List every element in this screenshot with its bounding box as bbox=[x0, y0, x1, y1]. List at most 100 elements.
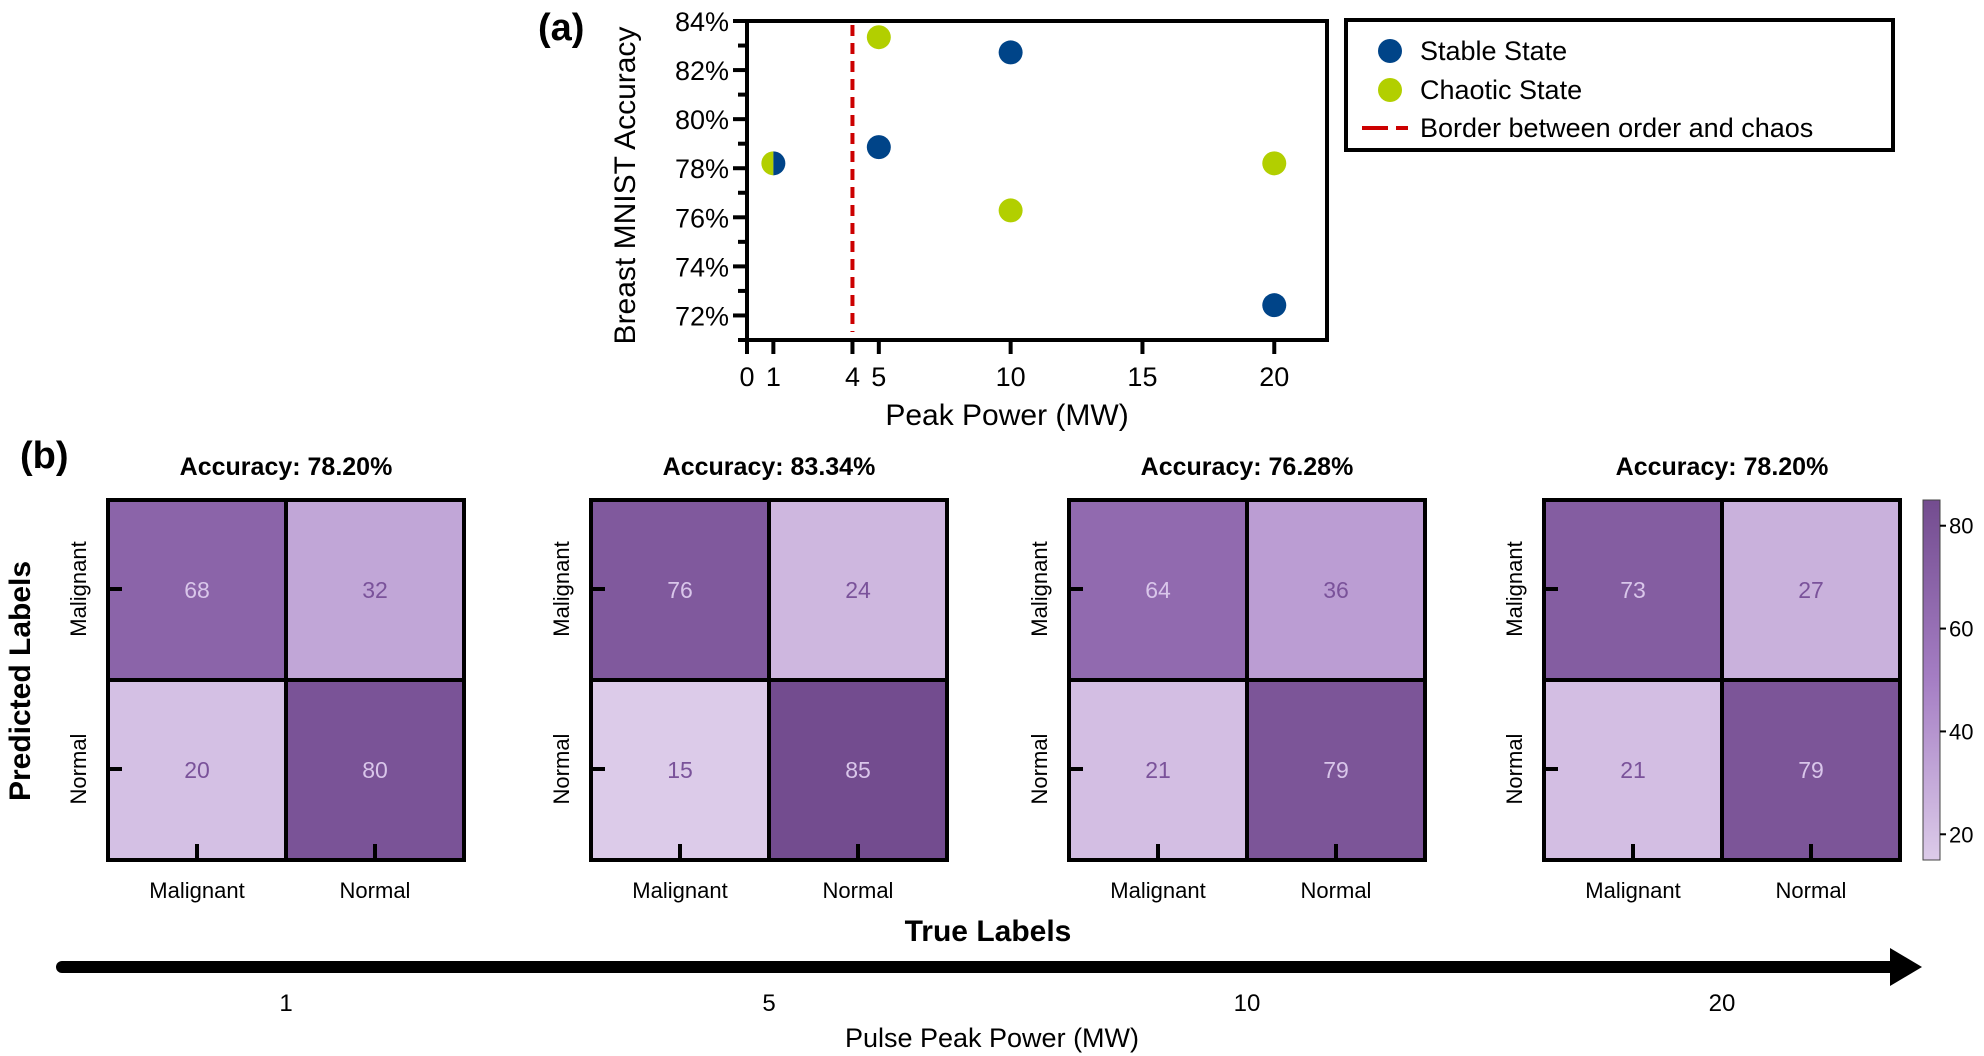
chaotic-state-point bbox=[1262, 151, 1287, 176]
matrix-title: Accuracy: 78.20% bbox=[180, 453, 393, 481]
true-labels-title: True Labels bbox=[905, 915, 1072, 948]
power-axis-ticks: 1 5 10 20 bbox=[279, 990, 1735, 1017]
plot-frame bbox=[745, 19, 1329, 342]
predicted-labels-title: Predicted Labels bbox=[4, 561, 37, 801]
col-tick-label: Malignant bbox=[149, 878, 244, 903]
x-tick-label: 0 bbox=[739, 362, 754, 392]
matrix-cell bbox=[284, 498, 466, 682]
matrix-cell-value: 32 bbox=[362, 577, 388, 603]
matrix-cell-value: 27 bbox=[1798, 577, 1824, 603]
matrix-title: Accuracy: 78.20% bbox=[1616, 453, 1829, 481]
matrix-cell-value: 36 bbox=[1323, 577, 1349, 603]
confusion-matrix: Accuracy: 78.20% 68 32 20 80 Malignant Normal M… bbox=[66, 453, 466, 903]
chaotic-state-point bbox=[998, 198, 1023, 223]
x-tick-label: 10 bbox=[996, 362, 1026, 392]
matrix-cell bbox=[1720, 498, 1902, 682]
col-tick-label: Normal bbox=[340, 878, 411, 903]
col-tick-label: Malignant bbox=[1110, 878, 1205, 903]
panel-a-label: (a) bbox=[538, 7, 584, 49]
stable-state-point bbox=[866, 135, 891, 160]
matrix-cell bbox=[767, 498, 949, 682]
panel-b-label: (b) bbox=[20, 435, 69, 477]
colorbar-tick-label: 40 bbox=[1949, 719, 1973, 744]
y-tick-label: 82% bbox=[675, 56, 729, 86]
matrix-title: Accuracy: 83.34% bbox=[663, 453, 876, 481]
power-tick-label: 5 bbox=[762, 990, 775, 1017]
power-tick-label: 10 bbox=[1234, 990, 1261, 1017]
x-axis-ticks: 0 1 4 5 10 15 20 bbox=[739, 340, 1289, 392]
matrix-cell bbox=[1067, 678, 1249, 862]
panel-a-scatter: (a) Breast MNIST Accuracy Peak Power (MW… bbox=[538, 7, 1895, 432]
matrix-cell bbox=[284, 678, 466, 862]
x-axis-title: Peak Power (MW) bbox=[885, 399, 1128, 432]
colorbar bbox=[1922, 499, 1941, 861]
matrix-cell bbox=[1245, 498, 1427, 682]
row-tick-label: Malignant bbox=[66, 541, 91, 636]
colorbar-tick-label: 80 bbox=[1949, 514, 1973, 539]
y-axis-title: Breast MNIST Accuracy bbox=[609, 27, 642, 345]
matrix-cell-value: 79 bbox=[1798, 757, 1824, 783]
row-tick-label: Normal bbox=[66, 734, 91, 805]
x-tick-label: 1 bbox=[766, 362, 781, 392]
row-tick-label: Normal bbox=[1502, 734, 1527, 805]
row-tick-label: Malignant bbox=[549, 541, 574, 636]
col-tick-label: Normal bbox=[1776, 878, 1847, 903]
power-tick-label: 1 bbox=[279, 990, 292, 1017]
x-tick-label: 5 bbox=[871, 362, 886, 392]
matrix-cell bbox=[1067, 498, 1249, 682]
row-tick-label: Malignant bbox=[1027, 541, 1052, 636]
y-axis-ticks: 72% 74% 76% 78% 80% 82% 84% bbox=[675, 7, 747, 342]
matrix-cell-value: 80 bbox=[362, 757, 388, 783]
y-tick-label: 80% bbox=[675, 105, 729, 135]
legend: Stable State Chaotic State Border betwee… bbox=[1344, 18, 1895, 152]
legend-box bbox=[1344, 18, 1895, 152]
legend-marker-chaotic bbox=[1378, 78, 1402, 102]
stable-state-point-half bbox=[773, 151, 786, 176]
matrix-cell-value: 79 bbox=[1323, 757, 1349, 783]
x-tick-label: 15 bbox=[1127, 362, 1157, 392]
x-tick-label: 4 bbox=[845, 362, 860, 392]
matrix-cell bbox=[1245, 678, 1427, 862]
power-axis-title: Pulse Peak Power (MW) bbox=[845, 1023, 1139, 1053]
matrix-cell-value: 64 bbox=[1145, 577, 1171, 603]
matrix-title: Accuracy: 76.28% bbox=[1141, 453, 1354, 481]
colorbar-ticks: 20 40 60 80 bbox=[1940, 514, 1973, 847]
matrix-cell bbox=[1542, 498, 1724, 682]
stable-state-point bbox=[1262, 293, 1287, 318]
matrix-cell bbox=[589, 498, 771, 682]
row-tick-label: Normal bbox=[1027, 734, 1052, 805]
matrix-cell bbox=[767, 678, 949, 862]
y-tick-label: 84% bbox=[675, 7, 729, 37]
y-tick-label: 74% bbox=[675, 252, 729, 282]
matrix-cell-value: 21 bbox=[1145, 757, 1171, 783]
col-tick-label: Normal bbox=[1301, 878, 1372, 903]
colorbar-tick-label: 60 bbox=[1949, 617, 1973, 642]
x-tick-label: 20 bbox=[1259, 362, 1289, 392]
stable-state-point bbox=[998, 40, 1023, 65]
confusion-matrix: Accuracy: 76.28% 64 36 21 79 Malignant Normal M… bbox=[1027, 453, 1427, 903]
chaotic-state-point-half bbox=[761, 151, 774, 176]
matrix-cell-value: 73 bbox=[1620, 577, 1646, 603]
colorbar-tick-label: 20 bbox=[1949, 822, 1973, 847]
col-tick-label: Malignant bbox=[632, 878, 727, 903]
legend-label-border: Border between order and chaos bbox=[1420, 113, 1813, 143]
legend-label-chaotic: Chaotic State bbox=[1420, 75, 1582, 105]
col-tick-label: Normal bbox=[823, 878, 894, 903]
panel-b-confusion-matrices: (b) Predicted Labels True Labels Accurac… bbox=[4, 435, 1973, 1053]
row-tick-label: Normal bbox=[549, 734, 574, 805]
matrix-cell-value: 24 bbox=[845, 577, 871, 603]
matrix-cell-value: 20 bbox=[184, 757, 210, 783]
legend-marker-stable bbox=[1378, 39, 1402, 63]
legend-label-stable: Stable State bbox=[1420, 36, 1567, 66]
confusion-matrix: Accuracy: 83.34% 76 24 15 85 Malignant Normal M… bbox=[549, 453, 949, 903]
matrix-cell-value: 15 bbox=[667, 757, 693, 783]
power-tick-label: 20 bbox=[1709, 990, 1736, 1017]
y-tick-label: 72% bbox=[675, 301, 729, 331]
y-tick-label: 76% bbox=[675, 203, 729, 233]
row-tick-label: Malignant bbox=[1502, 541, 1527, 636]
matrix-cell-value: 68 bbox=[184, 577, 210, 603]
matrix-cell-value: 76 bbox=[667, 577, 693, 603]
matrix-cell-value: 21 bbox=[1620, 757, 1646, 783]
arrow-head-icon bbox=[1890, 948, 1922, 986]
confusion-matrix: Accuracy: 78.20% 73 27 21 79 Malignant Normal M… bbox=[1502, 453, 1902, 903]
